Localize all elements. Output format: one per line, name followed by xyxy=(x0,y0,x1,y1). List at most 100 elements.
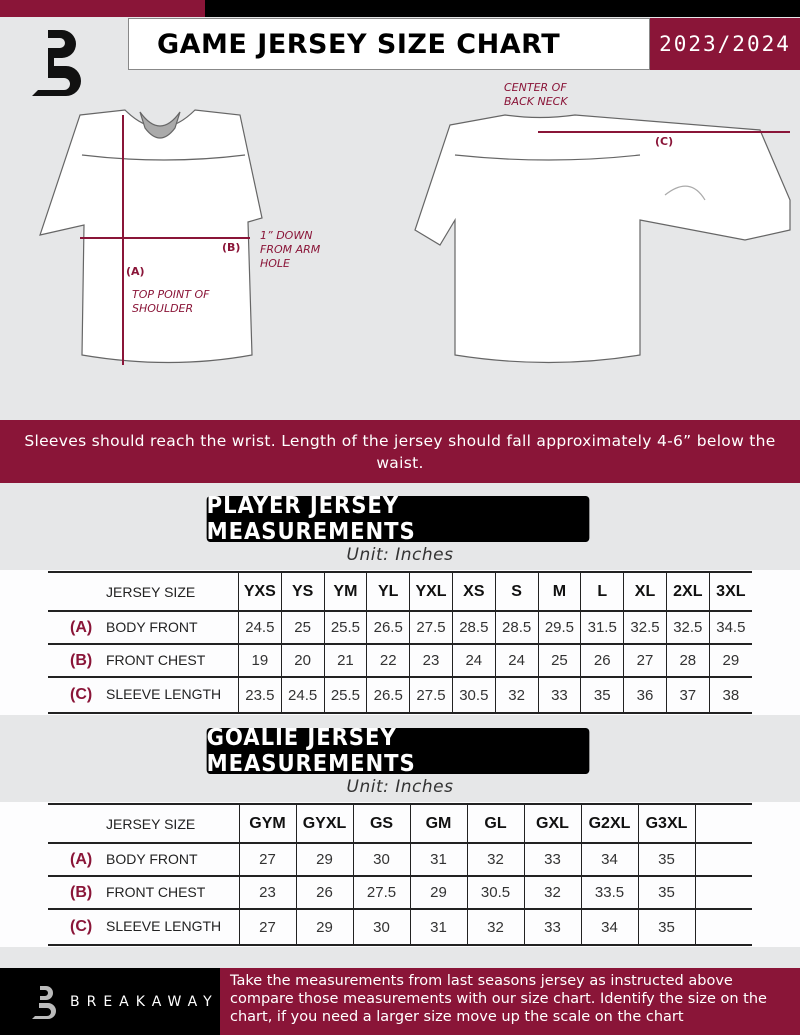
page-title: GAME JERSEY SIZE CHART xyxy=(128,18,650,70)
size-column-header: YXL xyxy=(409,572,453,611)
measurement-value: 34 xyxy=(580,909,638,945)
measurement-value: 28.5 xyxy=(451,611,496,644)
measurement-value: 22 xyxy=(366,644,410,677)
measurement-value: 33 xyxy=(523,909,581,945)
measurement-value: 32.5 xyxy=(623,611,667,644)
measurement-label-cell: (A) BODY FRONT xyxy=(48,843,239,876)
measurement-value: 35 xyxy=(580,677,624,713)
measurement-label: BODY FRONT xyxy=(106,850,198,867)
size-column-header: G2XL xyxy=(580,804,638,843)
measurement-row: (B) FRONT CHEST 23 26 27.5 29 30.5 32 33.5 35 xyxy=(48,876,752,909)
size-column-header: YXS xyxy=(237,572,282,611)
goalie-unit-label: Unit: Inches xyxy=(346,777,454,797)
goalie-section-title: GOALIE JERSEY MEASUREMENTS xyxy=(206,725,590,777)
measurement-value: 29 xyxy=(409,876,467,909)
measurement-row: (A) BODY FRONT 27 29 30 31 32 33 34 35 xyxy=(48,843,752,876)
measurement-value: 25 xyxy=(280,611,325,644)
top-accent-bar xyxy=(0,0,205,17)
measurement-label: FRONT CHEST xyxy=(106,883,206,900)
measurement-value: 27 xyxy=(238,909,296,945)
measurement-value: 29 xyxy=(708,644,752,677)
measurement-label: SLEEVE LENGTH xyxy=(106,686,222,702)
measurement-value: 25.5 xyxy=(323,611,367,644)
measurement-value: 27.5 xyxy=(352,876,410,909)
measurement-value: 26 xyxy=(580,644,624,677)
goalie-size-table: JERSEY SIZE GYM GYXL GS GM GL GXL G2XL G3XL (A) BO… xyxy=(48,803,752,946)
measurement-value: 37 xyxy=(665,677,710,713)
measurement-value: 28.5 xyxy=(494,611,539,644)
a-annotation: (A) xyxy=(126,265,145,278)
arm-hole-annotation: 1” DOWN FROM ARM HOLE xyxy=(260,229,321,270)
measurement-row: (C) SLEEVE LENGTH 23.5 24.5 25.5 26.5 27.5 30.5… xyxy=(48,677,752,713)
measurement-label: SLEEVE LENGTH xyxy=(106,918,222,934)
measurement-value: 33 xyxy=(523,843,581,876)
measurement-value: 30.5 xyxy=(451,677,496,713)
b-annotation: (B) xyxy=(222,241,241,254)
measurement-value: 25 xyxy=(537,644,581,677)
jersey-size-header: JERSEY SIZE xyxy=(106,815,196,832)
measurement-letter: (B) xyxy=(70,883,93,901)
front-jersey-outline xyxy=(39,109,263,364)
measurement-letter: (B) xyxy=(70,651,93,669)
measurement-letter: (C) xyxy=(70,918,93,935)
measurement-value: 30.5 xyxy=(466,876,524,909)
size-column-header: XL xyxy=(623,572,667,611)
measurement-value: 35 xyxy=(637,909,695,945)
measurement-value: 26 xyxy=(295,876,353,909)
measurement-value: 30 xyxy=(352,909,410,945)
measurement-value: 24 xyxy=(451,644,496,677)
size-column-header: L xyxy=(580,572,624,611)
measurement-value: 30 xyxy=(352,843,410,876)
measurement-value: 35 xyxy=(637,876,695,909)
size-column-header: 2XL xyxy=(665,572,710,611)
measurement-value: 31 xyxy=(409,909,467,945)
measurement-value xyxy=(694,876,752,909)
shoulder-annotation: TOP POINT OF SHOULDER xyxy=(132,288,210,315)
measurement-letter: (A) xyxy=(70,618,93,636)
footer-brand: BREAKAWAY xyxy=(0,968,220,1035)
measurement-letter: (A) xyxy=(70,850,93,868)
size-column-header: GL xyxy=(466,804,524,843)
measurement-value: 34.5 xyxy=(708,611,752,644)
measurement-value: 32 xyxy=(494,677,539,713)
measurement-label-cell: (C) SLEEVE LENGTH xyxy=(48,909,239,945)
measurement-label: FRONT CHEST xyxy=(106,651,206,668)
jersey-diagram xyxy=(39,109,791,365)
footer-instructions: Take the measurements from last seasons … xyxy=(220,968,800,1035)
top-black-bar xyxy=(205,0,800,17)
measurement-value: 23 xyxy=(409,644,453,677)
measurement-value: 32 xyxy=(523,876,581,909)
size-header-row: JERSEY SIZE GYM GYXL GS GM GL GXL G2XL G3XL xyxy=(48,804,752,843)
player-size-table: JERSEY SIZE YXS YS YM YL YXL XS S M L XL 2XL 3XL (A) B… xyxy=(48,571,752,714)
measurement-value: 34 xyxy=(580,843,638,876)
measurement-value: 36 xyxy=(623,677,667,713)
measurement-value: 32 xyxy=(466,843,524,876)
center-back-neck-annotation: CENTER OF BACK NECK xyxy=(504,81,568,108)
player-unit-label: Unit: Inches xyxy=(346,545,454,565)
size-column-header: GYM xyxy=(238,804,296,843)
measurement-value xyxy=(694,909,752,945)
footer-brand-name: BREAKAWAY xyxy=(70,993,219,1010)
size-column-header: YS xyxy=(280,572,325,611)
brand-logo-small-icon xyxy=(32,985,56,1019)
size-column-header: YL xyxy=(366,572,410,611)
season-label: 2023/2024 xyxy=(650,18,800,70)
measurement-label: BODY FRONT xyxy=(106,618,198,635)
size-column-header: GM xyxy=(409,804,467,843)
measurement-lines xyxy=(80,115,790,365)
measurement-value: 32 xyxy=(466,909,524,945)
measurement-value: 25.5 xyxy=(323,677,367,713)
measurement-value: 24.5 xyxy=(237,611,282,644)
c-annotation: (C) xyxy=(655,135,674,148)
measurement-value: 21 xyxy=(323,644,367,677)
measurement-value: 24 xyxy=(494,644,539,677)
measurement-value: 27.5 xyxy=(409,611,453,644)
measurement-value: 20 xyxy=(280,644,325,677)
measurement-value: 23 xyxy=(238,876,296,909)
measurement-value: 33 xyxy=(537,677,581,713)
measurement-value: 35 xyxy=(637,843,695,876)
size-column-header xyxy=(694,804,752,843)
size-column-header: M xyxy=(537,572,581,611)
measurement-value: 23.5 xyxy=(237,677,282,713)
size-column-header: 3XL xyxy=(708,572,752,611)
